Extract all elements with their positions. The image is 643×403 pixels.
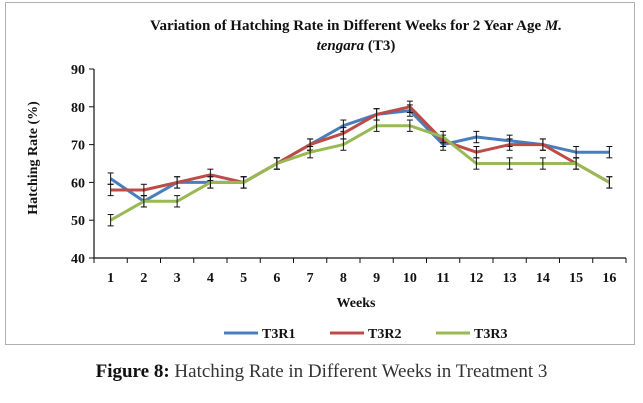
legend-label: T3R2 <box>368 327 401 342</box>
error-bar <box>606 176 613 189</box>
y-tick-label: 70 <box>71 139 85 154</box>
x-tick-label: 16 <box>602 271 616 286</box>
x-tick-label: 3 <box>174 271 181 286</box>
series-line-t3r2 <box>110 105 611 192</box>
series-layer <box>107 100 613 227</box>
legend: T3R1 T3R2 T3R3 <box>224 327 507 342</box>
x-axis-label: Weeks <box>337 296 376 311</box>
y-axis-label: Hatching Rate (%) <box>26 101 41 215</box>
x-tick-label: 7 <box>307 271 314 286</box>
error-bar <box>340 138 347 151</box>
x-tick-label: 4 <box>207 271 214 286</box>
series-t3r3 <box>107 119 613 227</box>
error-bar <box>107 183 114 197</box>
x-tick-label: 9 <box>373 271 380 286</box>
chart-title-line1: Variation of Hatching Rate in Different … <box>150 18 562 34</box>
figure-caption: Figure 8: Hatching Rate in Different Wee… <box>0 361 643 383</box>
error-bar <box>140 195 147 208</box>
error-bar <box>506 138 513 151</box>
error-bar <box>506 157 513 170</box>
error-bar <box>307 145 314 159</box>
error-bar <box>539 138 546 151</box>
error-bar <box>174 195 181 208</box>
x-tick-label: 5 <box>240 271 247 286</box>
series-line-t3r3 <box>109 124 611 222</box>
legend-label: T3R3 <box>474 327 507 342</box>
error-bar <box>373 119 380 132</box>
x-tick-label: 1 <box>107 271 114 286</box>
error-bar <box>573 157 580 170</box>
error-bar <box>473 130 480 144</box>
error-bar <box>606 145 613 159</box>
y-tick-label: 40 <box>71 252 85 267</box>
x-tick-label: 6 <box>273 271 280 286</box>
error-bar <box>473 157 480 170</box>
x-tick-label: 10 <box>403 271 417 286</box>
x-tick-label: 12 <box>469 271 483 286</box>
series-t3r2 <box>107 100 613 197</box>
error-bar <box>107 214 114 227</box>
y-tick-label: 60 <box>71 176 85 191</box>
x-tick-label: 2 <box>140 271 147 286</box>
x-tick-label: 11 <box>437 271 450 286</box>
chart-title-line2: tengara (T3) <box>317 38 396 54</box>
error-bar <box>539 157 546 170</box>
error-bar <box>207 176 214 189</box>
legend-label: T3R1 <box>262 327 295 342</box>
legend-entry-t3r3: T3R3 <box>436 327 507 342</box>
error-bar <box>240 176 247 189</box>
error-bar <box>174 176 181 189</box>
legend-entry-t3r1: T3R1 <box>224 327 295 342</box>
x-tick-label: 15 <box>569 271 583 286</box>
x-tick-label: 13 <box>503 271 517 286</box>
error-bar <box>406 100 413 113</box>
error-bar <box>273 157 280 170</box>
x-tick-label: 14 <box>536 271 550 286</box>
error-bar <box>406 119 413 132</box>
error-bar <box>440 130 447 144</box>
y-tick-label: 80 <box>71 101 85 116</box>
y-tick-label: 90 <box>71 63 85 78</box>
x-tick-label: 8 <box>340 271 347 286</box>
y-tick-label: 50 <box>71 214 85 229</box>
line-chart: Variation of Hatching Rate in Different … <box>26 18 627 342</box>
series-t3r1 <box>107 104 613 208</box>
series-line-t3r1 <box>109 109 610 203</box>
caption-text: Hatching Rate in Different Weeks in Trea… <box>169 361 548 382</box>
chart-frame: Variation of Hatching Rate in Different … <box>5 2 635 345</box>
legend-entry-t3r2: T3R2 <box>330 327 401 342</box>
caption-label: Figure 8: <box>95 361 170 382</box>
